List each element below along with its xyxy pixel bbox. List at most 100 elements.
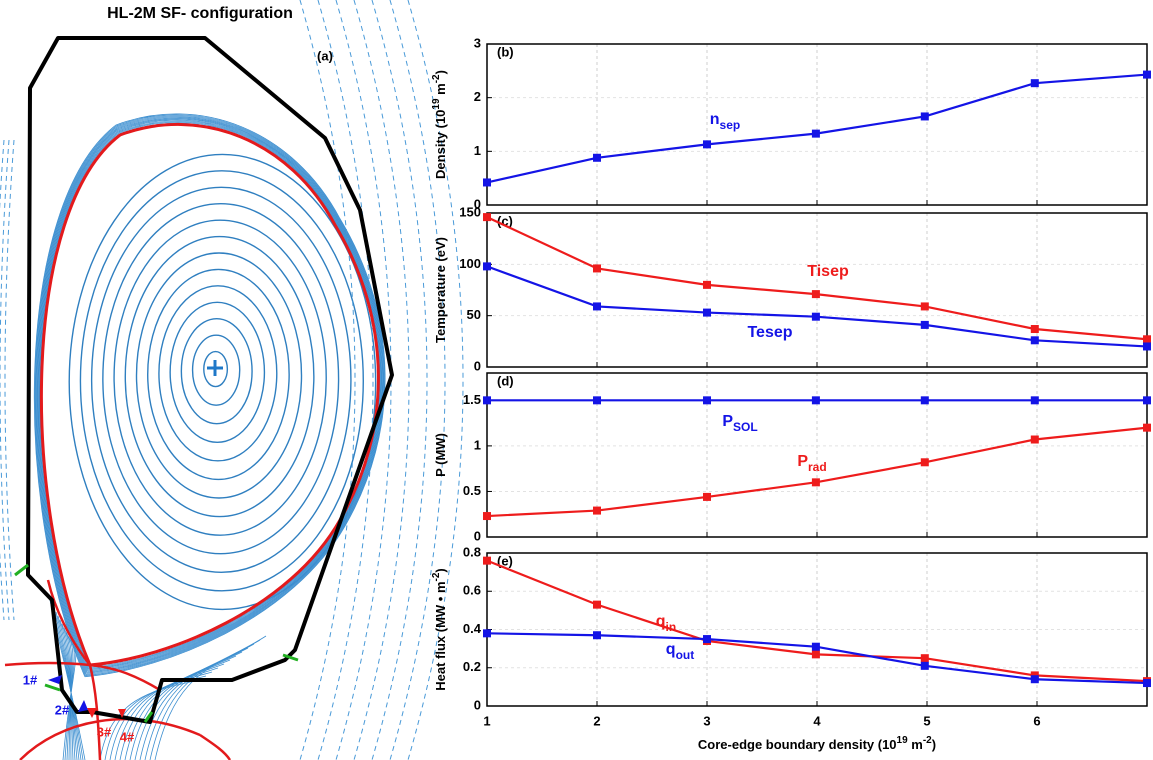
x-axis-label-part: Core-edge boundary density (10 (698, 737, 897, 752)
y-tick-label: 3 (474, 35, 481, 50)
flux-surface (79, 170, 364, 592)
y-tick-label: 0.2 (463, 659, 481, 674)
y-axis-label-part: -2 (431, 572, 442, 581)
y-axis-label-part: ) (433, 70, 448, 74)
flux-surface (102, 203, 340, 555)
divertor-surface (124, 659, 231, 760)
flux-contours (0, 0, 464, 760)
vacuum-surface (389, 0, 446, 760)
divertor-surface (114, 667, 219, 760)
x-tick-label: 3 (703, 713, 710, 728)
x-tick-label: 6 (1033, 713, 1040, 728)
series-name: P (797, 453, 808, 470)
divertor-surface (59, 619, 76, 760)
flux-surface (169, 301, 266, 443)
series-sub: SOL (733, 420, 758, 434)
series-sub: out (676, 648, 695, 662)
vacuum-surface (353, 0, 410, 760)
magnetic-axis (207, 360, 223, 376)
y-axis-label-part: m (433, 83, 448, 98)
divertor-surface (66, 635, 74, 760)
x-tick-label: 5 (923, 713, 930, 728)
series-name: q (666, 641, 676, 658)
series-marker (811, 650, 820, 659)
y-axis-label-part: 19 (431, 98, 442, 110)
series-name: q (656, 613, 666, 630)
series-name: Tesep (747, 324, 792, 341)
series-label: Tesep (747, 324, 792, 341)
plot-frame (486, 43, 1148, 206)
series-marker (811, 129, 820, 138)
flux-surface (124, 235, 315, 518)
diagram-title: HL-2M SF- configuration (107, 5, 293, 22)
series-marker (483, 178, 491, 187)
series-marker (920, 396, 929, 405)
divertor-surface (65, 631, 73, 760)
series-marker (703, 635, 711, 644)
strike-label: 2# (55, 702, 70, 717)
plot-frame (486, 372, 1148, 538)
vacuum-surface (407, 0, 464, 760)
x-axis-label-part: 19 (897, 735, 909, 746)
divertor-surface (62, 643, 77, 760)
vacuum-surface (335, 0, 392, 760)
flux-surface (147, 268, 290, 481)
series-marker (703, 280, 711, 289)
y-tick-label: 0 (474, 528, 481, 543)
vacuum-surface (317, 0, 374, 760)
series-marker (811, 478, 820, 487)
panel-label: (a) (317, 48, 333, 63)
y-axis-label: Density (1019 m-2) (431, 70, 449, 179)
vacuum-surface (371, 0, 428, 760)
series-marker (920, 112, 929, 121)
series-marker (703, 396, 711, 405)
series-marker (920, 661, 929, 670)
flux-surface (135, 252, 303, 499)
series-marker (593, 302, 601, 311)
y-axis-label-part: -2 (431, 74, 442, 83)
target-marks (14, 563, 299, 723)
blue-arrows (48, 675, 88, 712)
y-axis-label-part: Heat flux (MW • m (433, 581, 448, 690)
series-marker (483, 262, 491, 271)
series-marker (1143, 423, 1151, 432)
series-marker (811, 312, 820, 321)
y-axis-label-part: Density (10 (433, 110, 448, 179)
series-name: n (710, 111, 720, 128)
diagram: HL-2M SF- configuration (a) 1# 2# 3# 4# (0, 0, 464, 760)
divertor-surface (154, 635, 267, 760)
series-marker (1030, 79, 1039, 88)
red-arrows (87, 708, 126, 718)
series-label: qout (666, 641, 694, 662)
series-label: Tisep (807, 263, 849, 280)
series-sub: rad (808, 460, 827, 474)
series-marker (1143, 342, 1151, 351)
x-axis-label-part: -2 (923, 735, 932, 746)
series-marker (483, 512, 491, 521)
y-axis-label: Heat flux (MW • m-2) (431, 568, 449, 691)
series-marker (920, 654, 929, 663)
series-marker (593, 631, 601, 640)
series-label: Prad (797, 453, 826, 474)
series-marker (703, 308, 711, 317)
series-label: PSOL (722, 413, 757, 434)
flux-surface (203, 350, 229, 388)
vacuum-surface (0, 139, 5, 621)
x-tick-label: 2 (593, 713, 600, 728)
y-tick-label: 0.4 (463, 621, 482, 636)
plot-frame (486, 212, 1148, 368)
y-axis-label: Temperature (eV) (433, 237, 448, 343)
y-tick-label: 0 (474, 697, 481, 712)
series-marker (483, 556, 491, 565)
y-tick-label: 150 (459, 204, 481, 219)
series-marker (811, 642, 820, 651)
panel-label: (b) (497, 44, 514, 59)
y-axis-label-part: P (MW) (433, 433, 448, 477)
x-axis-label-part: m (908, 737, 923, 752)
divertor-surface (129, 655, 237, 760)
series-marker (593, 600, 601, 609)
y-axis-label-part: ) (433, 568, 448, 572)
series-sub: sep (720, 118, 741, 132)
vacuum-surface (4, 139, 15, 621)
